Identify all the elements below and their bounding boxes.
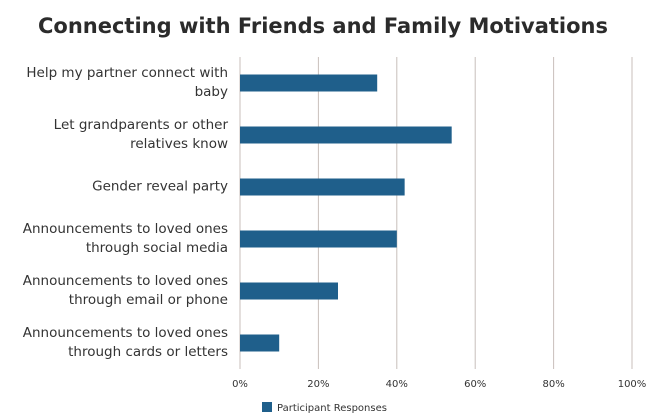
bar: [240, 74, 378, 92]
chart-title: Connecting with Friends and Family Motiv…: [38, 14, 608, 38]
legend-swatch: [262, 402, 272, 412]
bar: [240, 334, 280, 352]
y-tick-label: Let grandparents or other relatives know: [53, 117, 228, 152]
y-tick-label: Announcements to loved ones through soci…: [22, 221, 228, 256]
y-tick-label: Announcements to loved ones through card…: [22, 325, 228, 360]
x-tick-label: 100%: [618, 379, 647, 390]
y-tick-label: Announcements to loved ones through emai…: [22, 273, 228, 308]
y-tick-label: Gender reveal party: [92, 178, 228, 195]
y-tick-label: Help my partner connect with baby: [26, 65, 228, 100]
x-tick-label: 40%: [386, 379, 408, 390]
bar: [240, 230, 397, 248]
x-tick-label: 20%: [307, 379, 329, 390]
bar: [240, 178, 405, 196]
bar: [240, 282, 338, 300]
bar: [240, 126, 452, 144]
x-tick-label: 60%: [464, 379, 486, 390]
x-tick-label: 0%: [232, 379, 248, 390]
legend-label: Participant Responses: [277, 403, 387, 414]
x-tick-label: 80%: [542, 379, 564, 390]
